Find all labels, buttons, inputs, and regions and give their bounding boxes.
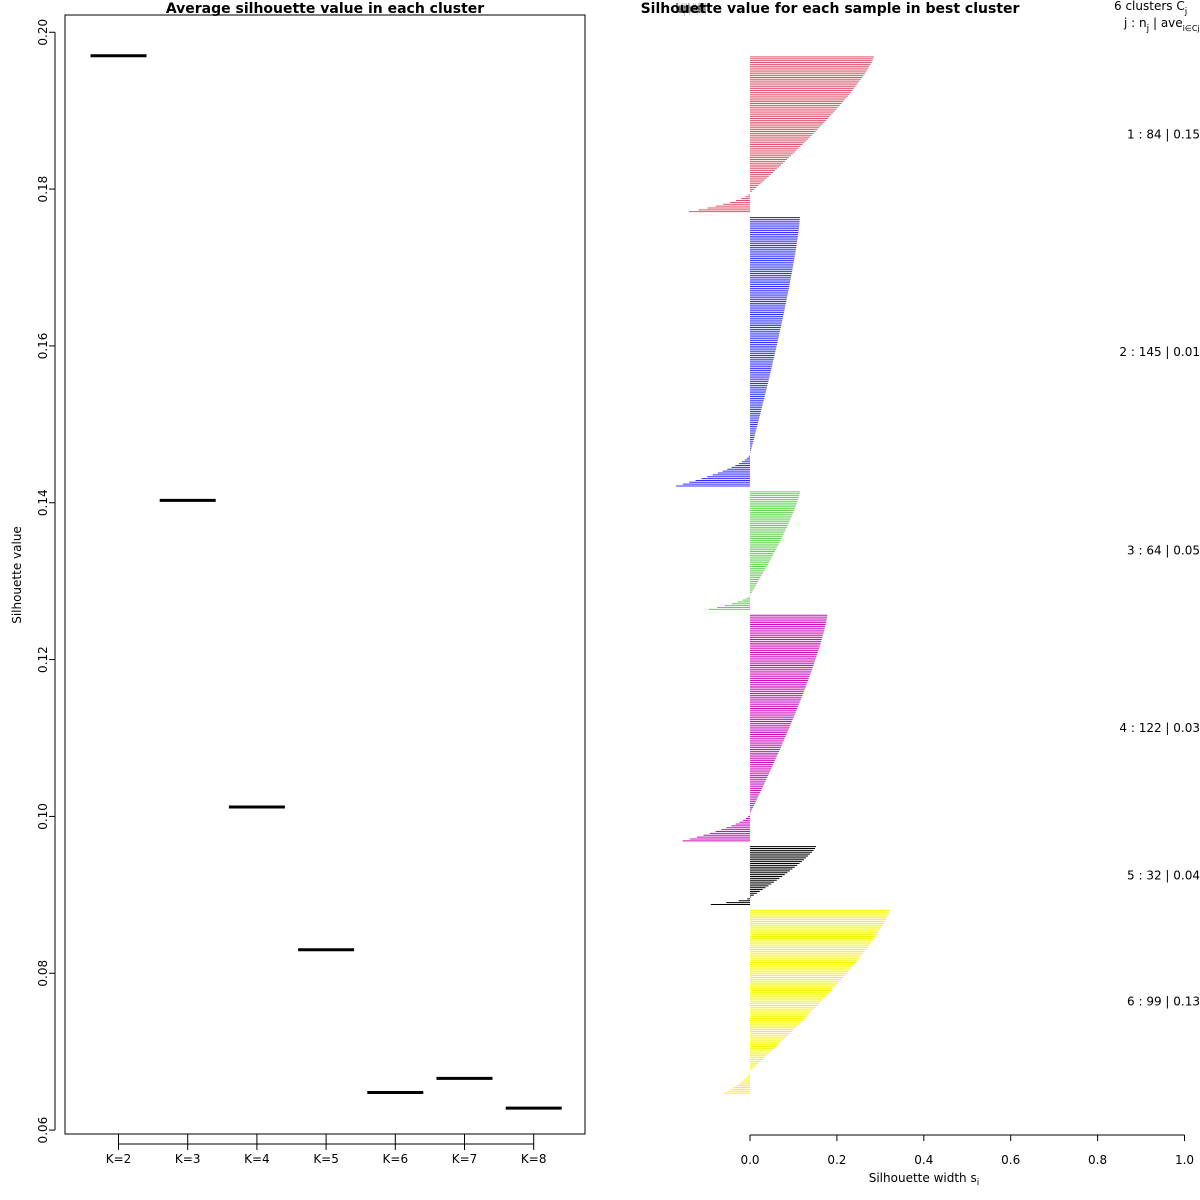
left-chart-title: Average silhouette value in each cluster [166,1,484,17]
clusters-header-columns: j : nj | avei∈Cj s [1123,16,1200,34]
cluster-block-3 [708,491,800,610]
left-y-tick-label: 0.08 [36,960,50,987]
cluster-block-2 [676,217,800,487]
left-x-tick-label: K=7 [452,1152,478,1166]
left-y-tick-label: 0.14 [36,489,50,516]
right-x-axis-label: Silhouette width si [869,1171,980,1188]
left-y-tick-label: 0.20 [36,19,50,46]
cluster-summary-label: 6 : 99 | 0.13 [1127,995,1200,1009]
avg-silhouette-panel: Average silhouette value in each cluster… [10,1,586,1166]
left-y-tick-label: 0.10 [36,803,50,830]
cluster-block-5 [710,846,817,905]
right-x-tick-label: 0.2 [827,1153,846,1167]
cluster-summary-label: 5 : 32 | 0.04 [1127,869,1200,883]
cluster-block-1 [689,56,874,213]
right-x-tick-label: 0.0 [740,1153,759,1167]
left-plot-frame [64,14,586,1135]
left-x-tick-label: K=8 [521,1152,547,1166]
cluster-summary-label: 3 : 64 | 0.05 [1127,544,1200,558]
right-x-tick-label: 0.6 [1001,1153,1020,1167]
clusters-header: 6 clusters Cj [1114,0,1187,17]
left-y-tick-label: 0.06 [36,1117,50,1144]
right-chart-title: Silhouette value for each sample in best… [641,1,1020,17]
left-x-tick-label: K=3 [175,1152,201,1166]
cluster-summary-label: 1 : 84 | 0.15 [1127,127,1200,141]
left-y-axis: 0.06 0.08 0.10 0.12 0.14 0.16 0.18 0.20 [36,19,56,1144]
silhouette-bars [676,56,890,1094]
right-x-tick-label: 0.4 [914,1153,933,1167]
right-x-tick-label: 1.0 [1175,1153,1194,1167]
left-y-tick-label: 0.12 [36,646,50,673]
left-y-tick-label: 0.16 [36,333,50,360]
right-x-tick-label: 0.8 [1088,1153,1107,1167]
right-chart-title-overlap: Silhouette plot of (x = cluster, dist = … [676,2,706,17]
cluster-summary-label: 2 : 145 | 0.01 [1119,345,1200,359]
avg-silhouette-marks [90,54,562,1110]
cluster-summary-labels: 1 : 84 | 0.15 2 : 145 | 0.01 3 : 64 | 0.05… [1119,127,1200,1008]
cluster-summary-label: 4 : 122 | 0.03 [1119,721,1200,735]
left-x-tick-label: K=4 [244,1152,270,1166]
sample-silhouette-panel: Silhouette plot of (x = cluster, dist = … [641,0,1200,1188]
left-x-tick-label: K=2 [106,1152,132,1166]
cluster-block-6 [723,909,890,1094]
left-x-tick-label: K=5 [313,1152,339,1166]
cluster-block-4 [682,614,828,842]
right-x-axis: 0.0 0.2 0.4 0.6 0.8 1.0 [740,1134,1194,1167]
left-y-axis-label: Silhouette value [10,526,24,624]
left-y-tick-label: 0.18 [36,176,50,203]
left-x-axis: K=2 K=3 K=4 K=5 K=6 K=7 K=8 [106,1134,547,1166]
left-x-tick-label: K=6 [383,1152,409,1166]
